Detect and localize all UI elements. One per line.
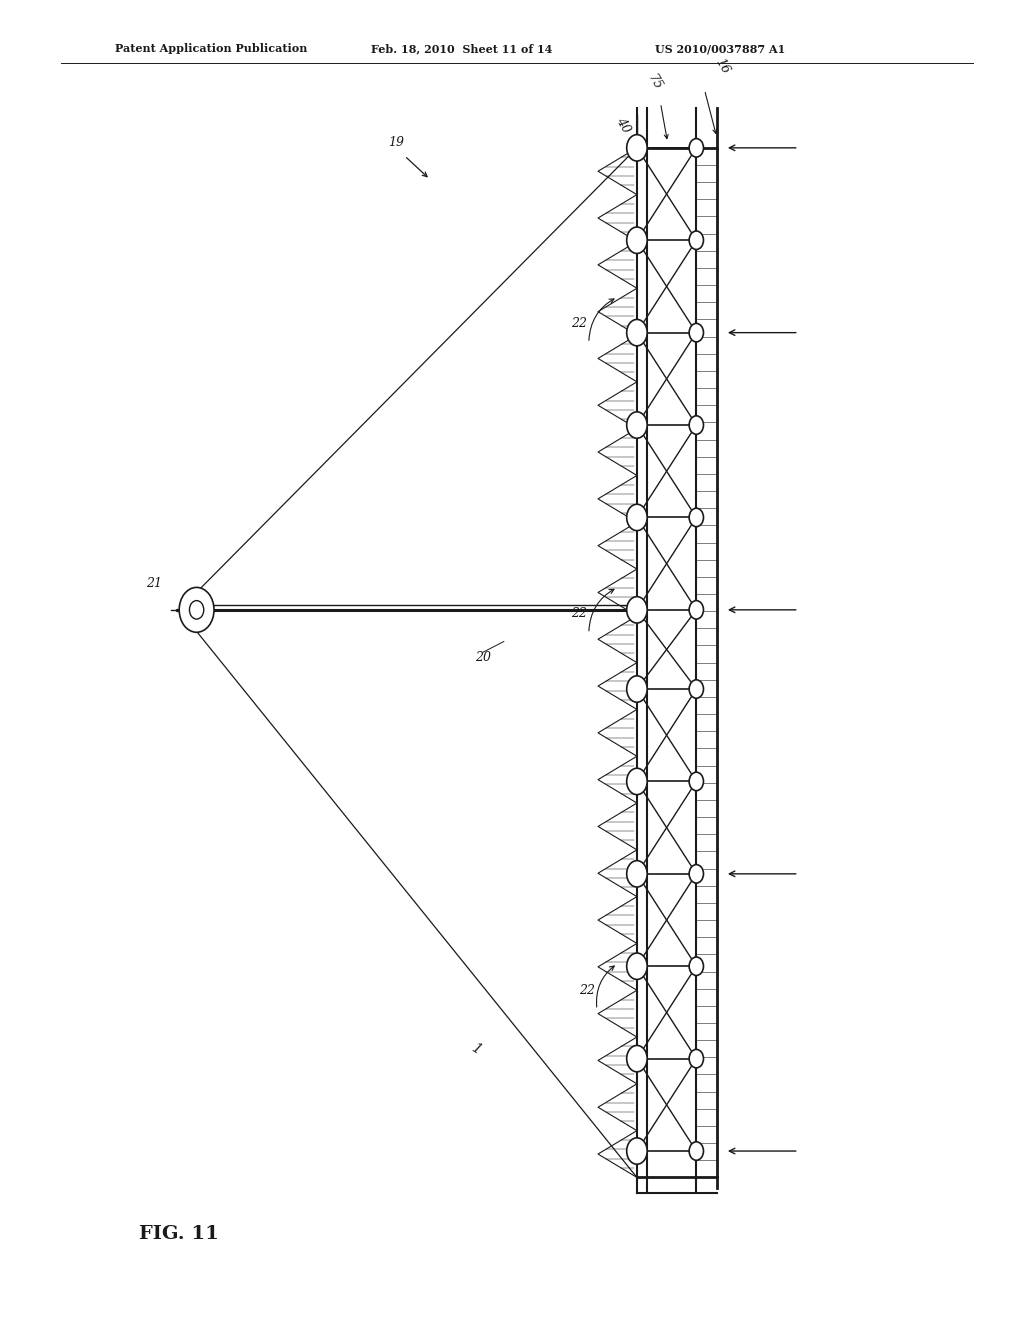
Circle shape: [627, 504, 647, 531]
Circle shape: [627, 768, 647, 795]
Text: 20: 20: [475, 651, 492, 664]
Circle shape: [179, 587, 214, 632]
Text: US 2010/0037887 A1: US 2010/0037887 A1: [655, 44, 785, 54]
Circle shape: [627, 861, 647, 887]
Text: 22: 22: [570, 607, 587, 620]
Circle shape: [689, 957, 703, 975]
Text: 22: 22: [570, 317, 587, 330]
Circle shape: [689, 139, 703, 157]
Circle shape: [689, 416, 703, 434]
Circle shape: [627, 676, 647, 702]
Circle shape: [689, 508, 703, 527]
Text: 40: 40: [613, 115, 632, 135]
Text: 19: 19: [388, 136, 404, 149]
Text: Patent Application Publication: Patent Application Publication: [115, 44, 307, 54]
Circle shape: [689, 1142, 703, 1160]
Circle shape: [627, 319, 647, 346]
Circle shape: [689, 680, 703, 698]
Circle shape: [689, 231, 703, 249]
Text: 75: 75: [645, 73, 664, 92]
Circle shape: [689, 1049, 703, 1068]
Text: 1: 1: [469, 1041, 483, 1057]
Circle shape: [627, 227, 647, 253]
Circle shape: [689, 601, 703, 619]
Circle shape: [689, 323, 703, 342]
Text: 22: 22: [579, 983, 595, 997]
Circle shape: [689, 772, 703, 791]
Text: FIG. 11: FIG. 11: [139, 1225, 219, 1243]
Circle shape: [627, 412, 647, 438]
Circle shape: [627, 597, 647, 623]
Circle shape: [627, 953, 647, 979]
Circle shape: [627, 1045, 647, 1072]
Circle shape: [627, 1138, 647, 1164]
Circle shape: [689, 865, 703, 883]
Text: 21: 21: [145, 577, 162, 590]
Circle shape: [189, 601, 204, 619]
Text: 16: 16: [713, 57, 732, 77]
Circle shape: [627, 135, 647, 161]
Text: Feb. 18, 2010  Sheet 11 of 14: Feb. 18, 2010 Sheet 11 of 14: [371, 44, 552, 54]
